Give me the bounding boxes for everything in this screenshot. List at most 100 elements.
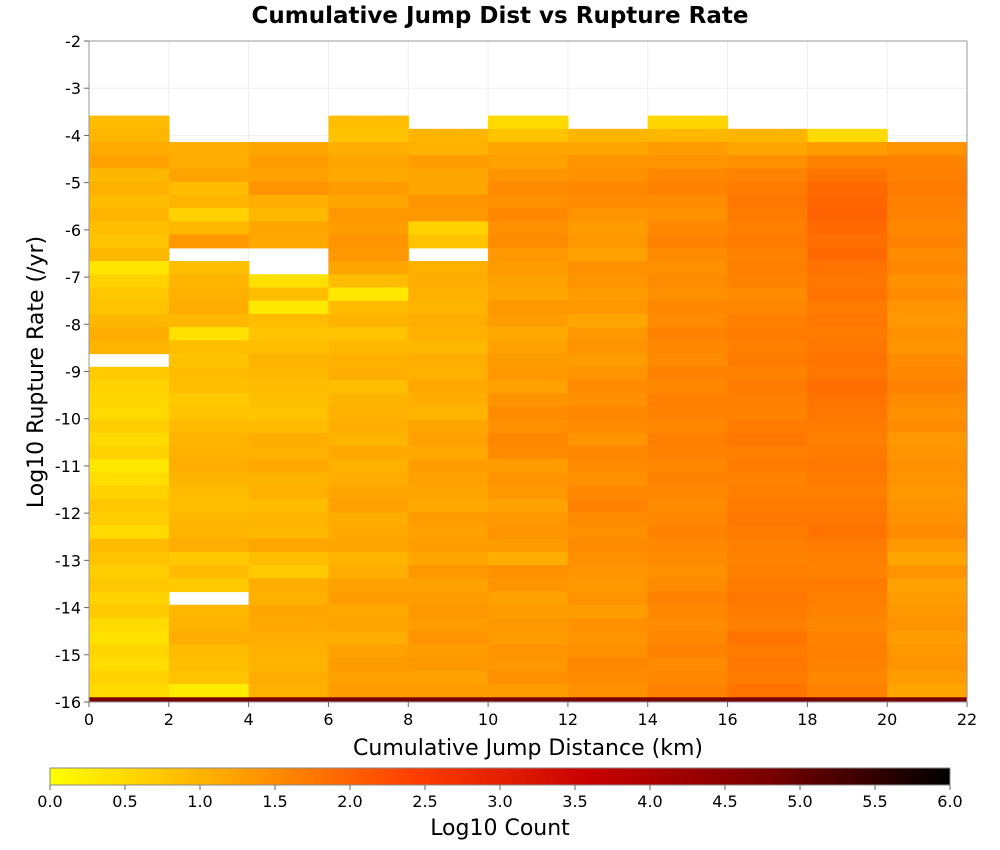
heatmap-cell — [248, 274, 330, 289]
heatmap-cell — [807, 551, 888, 566]
heatmap-cell — [89, 274, 170, 289]
heatmap-cell — [408, 300, 489, 315]
heatmap-cell — [807, 591, 888, 606]
heatmap-cell — [567, 181, 649, 196]
heatmap-cell — [807, 485, 888, 500]
heatmap-cell — [727, 538, 808, 553]
heatmap-cell — [887, 181, 968, 196]
heatmap-cell — [488, 247, 569, 262]
heatmap-cell — [248, 446, 330, 460]
heatmap-cell — [488, 379, 569, 394]
heatmap-cell — [647, 432, 729, 447]
heatmap-cell — [807, 525, 888, 540]
heatmap-cell — [168, 684, 250, 698]
x-tick-label: 0 — [84, 710, 94, 729]
heatmap-cell — [887, 327, 968, 341]
x-tick-label: 20 — [877, 710, 897, 729]
heatmap-cells — [89, 115, 968, 702]
heatmap-cell — [408, 512, 489, 527]
heatmap-cell — [647, 604, 729, 619]
heatmap-cell — [328, 512, 409, 527]
heatmap-cell — [89, 221, 170, 236]
heatmap-cell — [168, 155, 250, 170]
heatmap-cell — [89, 498, 170, 513]
heatmap-cell — [647, 446, 729, 460]
heatmap-cell — [647, 525, 729, 540]
heatmap-cell — [168, 366, 250, 381]
heatmap-cell — [168, 459, 250, 474]
heatmap-cell — [408, 313, 489, 328]
x-tick-label: 2 — [164, 710, 174, 729]
heatmap-cell — [567, 617, 649, 632]
heatmap-cell — [89, 300, 170, 315]
heatmap-cell — [89, 565, 170, 579]
heatmap-cell — [89, 406, 170, 421]
heatmap-cell — [647, 274, 729, 289]
heatmap-cell — [488, 194, 569, 209]
heatmap-cell — [328, 379, 409, 394]
heatmap-cell — [887, 538, 968, 553]
heatmap-cell — [328, 565, 409, 579]
heatmap-cell — [807, 446, 888, 460]
heatmap-cell — [168, 379, 250, 394]
heatmap-cell — [248, 234, 330, 249]
heatmap-cell — [328, 472, 409, 487]
heatmap-cell — [488, 234, 569, 249]
heatmap-cell — [727, 234, 808, 249]
chart-title: Cumulative Jump Dist vs Rupture Rate — [252, 3, 749, 29]
heatmap-cell — [488, 261, 569, 275]
heatmap-cell — [887, 208, 968, 222]
heatmap-cell — [248, 208, 330, 222]
heatmap-cell — [727, 578, 808, 593]
y-tick-label: -2 — [65, 32, 81, 51]
heatmap-cell — [408, 208, 489, 222]
heatmap-cell — [647, 313, 729, 328]
heatmap-cell — [328, 631, 409, 645]
colorbar-tick-label: 5.5 — [862, 792, 887, 811]
heatmap-cell — [89, 366, 170, 381]
heatmap-cell — [488, 128, 569, 143]
heatmap-cell — [168, 419, 250, 434]
heatmap-cell — [168, 432, 250, 447]
heatmap-cell — [408, 327, 489, 341]
heatmap-cell — [328, 617, 409, 632]
heatmap-cell — [89, 379, 170, 394]
heatmap-cell — [328, 115, 409, 130]
heatmap-cell — [408, 261, 489, 275]
heatmap-cell — [168, 142, 250, 156]
heatmap-cell — [488, 485, 569, 500]
heatmap-cell — [328, 393, 409, 408]
heatmap-cell — [887, 485, 968, 500]
heatmap-cell — [488, 115, 569, 130]
heatmap-cell — [248, 393, 330, 408]
heatmap-cell — [408, 551, 489, 566]
heatmap-cell — [567, 670, 649, 685]
heatmap-cell — [647, 234, 729, 249]
heatmap-cell — [328, 551, 409, 566]
heatmap-cell — [328, 247, 409, 262]
heatmap-cell — [328, 591, 409, 606]
heatmap-cell — [328, 181, 409, 196]
heatmap-cell — [328, 446, 409, 460]
heatmap-cell — [89, 432, 170, 447]
heatmap-cell — [248, 181, 330, 196]
heatmap-cell — [328, 194, 409, 209]
heatmap-cell — [567, 538, 649, 553]
heatmap-cell — [328, 261, 409, 275]
heatmap-cell — [488, 525, 569, 540]
heatmap-cell — [248, 512, 330, 527]
colorbar-ticks: 0.0 0.5 1.0 1.5 2.0 2.5 3.0 3.5 4.0 4.5 5.0 5.5 6.0 — [37, 785, 963, 811]
heatmap-cell — [647, 194, 729, 209]
heatmap-cell — [887, 366, 968, 381]
heatmap-cell — [807, 459, 888, 474]
heatmap-cell — [727, 247, 808, 262]
heatmap-cell — [168, 234, 250, 249]
y-tick-label: -14 — [55, 599, 81, 618]
heatmap-cell — [168, 327, 250, 341]
heatmap-cell — [567, 406, 649, 421]
heatmap-cell — [807, 142, 888, 156]
heatmap-cell — [89, 670, 170, 685]
heatmap-cell — [488, 670, 569, 685]
heatmap-cell — [408, 565, 489, 579]
